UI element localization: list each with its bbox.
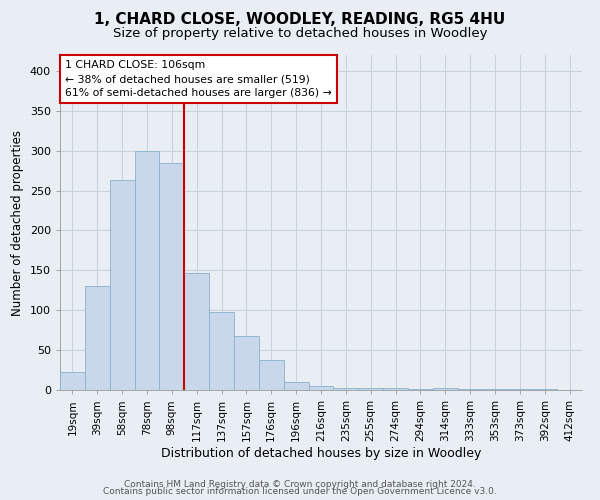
Text: 1, CHARD CLOSE, WOODLEY, READING, RG5 4HU: 1, CHARD CLOSE, WOODLEY, READING, RG5 4H… — [94, 12, 506, 28]
Bar — [308, 386, 334, 390]
Text: Size of property relative to detached houses in Woodley: Size of property relative to detached ho… — [113, 28, 487, 40]
Bar — [433, 388, 458, 390]
Bar — [482, 389, 508, 390]
Bar — [110, 180, 134, 390]
Bar — [85, 286, 110, 390]
Bar — [234, 336, 259, 390]
Text: Contains public sector information licensed under the Open Government Licence v3: Contains public sector information licen… — [103, 487, 497, 496]
Bar — [383, 388, 408, 390]
Bar — [184, 273, 209, 390]
Bar — [134, 150, 160, 390]
Bar — [458, 389, 482, 390]
Bar — [408, 389, 433, 390]
X-axis label: Distribution of detached houses by size in Woodley: Distribution of detached houses by size … — [161, 446, 481, 460]
Bar — [358, 388, 383, 390]
Bar — [160, 162, 184, 390]
Bar — [508, 389, 532, 390]
Y-axis label: Number of detached properties: Number of detached properties — [11, 130, 24, 316]
Bar — [259, 360, 284, 390]
Text: 1 CHARD CLOSE: 106sqm
← 38% of detached houses are smaller (519)
61% of semi-det: 1 CHARD CLOSE: 106sqm ← 38% of detached … — [65, 60, 332, 98]
Bar — [334, 388, 358, 390]
Bar — [284, 382, 308, 390]
Bar — [209, 312, 234, 390]
Bar — [532, 389, 557, 390]
Text: Contains HM Land Registry data © Crown copyright and database right 2024.: Contains HM Land Registry data © Crown c… — [124, 480, 476, 489]
Bar — [60, 372, 85, 390]
